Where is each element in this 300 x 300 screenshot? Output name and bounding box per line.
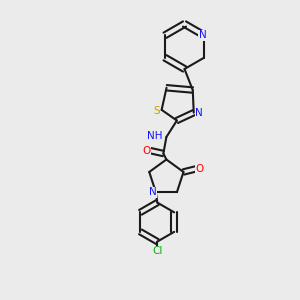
- Text: O: O: [142, 146, 150, 155]
- Text: NH: NH: [147, 130, 163, 140]
- Text: S: S: [153, 106, 160, 116]
- Text: N: N: [199, 30, 206, 40]
- Text: Cl: Cl: [152, 246, 163, 256]
- Text: N: N: [149, 187, 157, 197]
- Text: N: N: [195, 108, 203, 118]
- Text: O: O: [196, 164, 204, 174]
